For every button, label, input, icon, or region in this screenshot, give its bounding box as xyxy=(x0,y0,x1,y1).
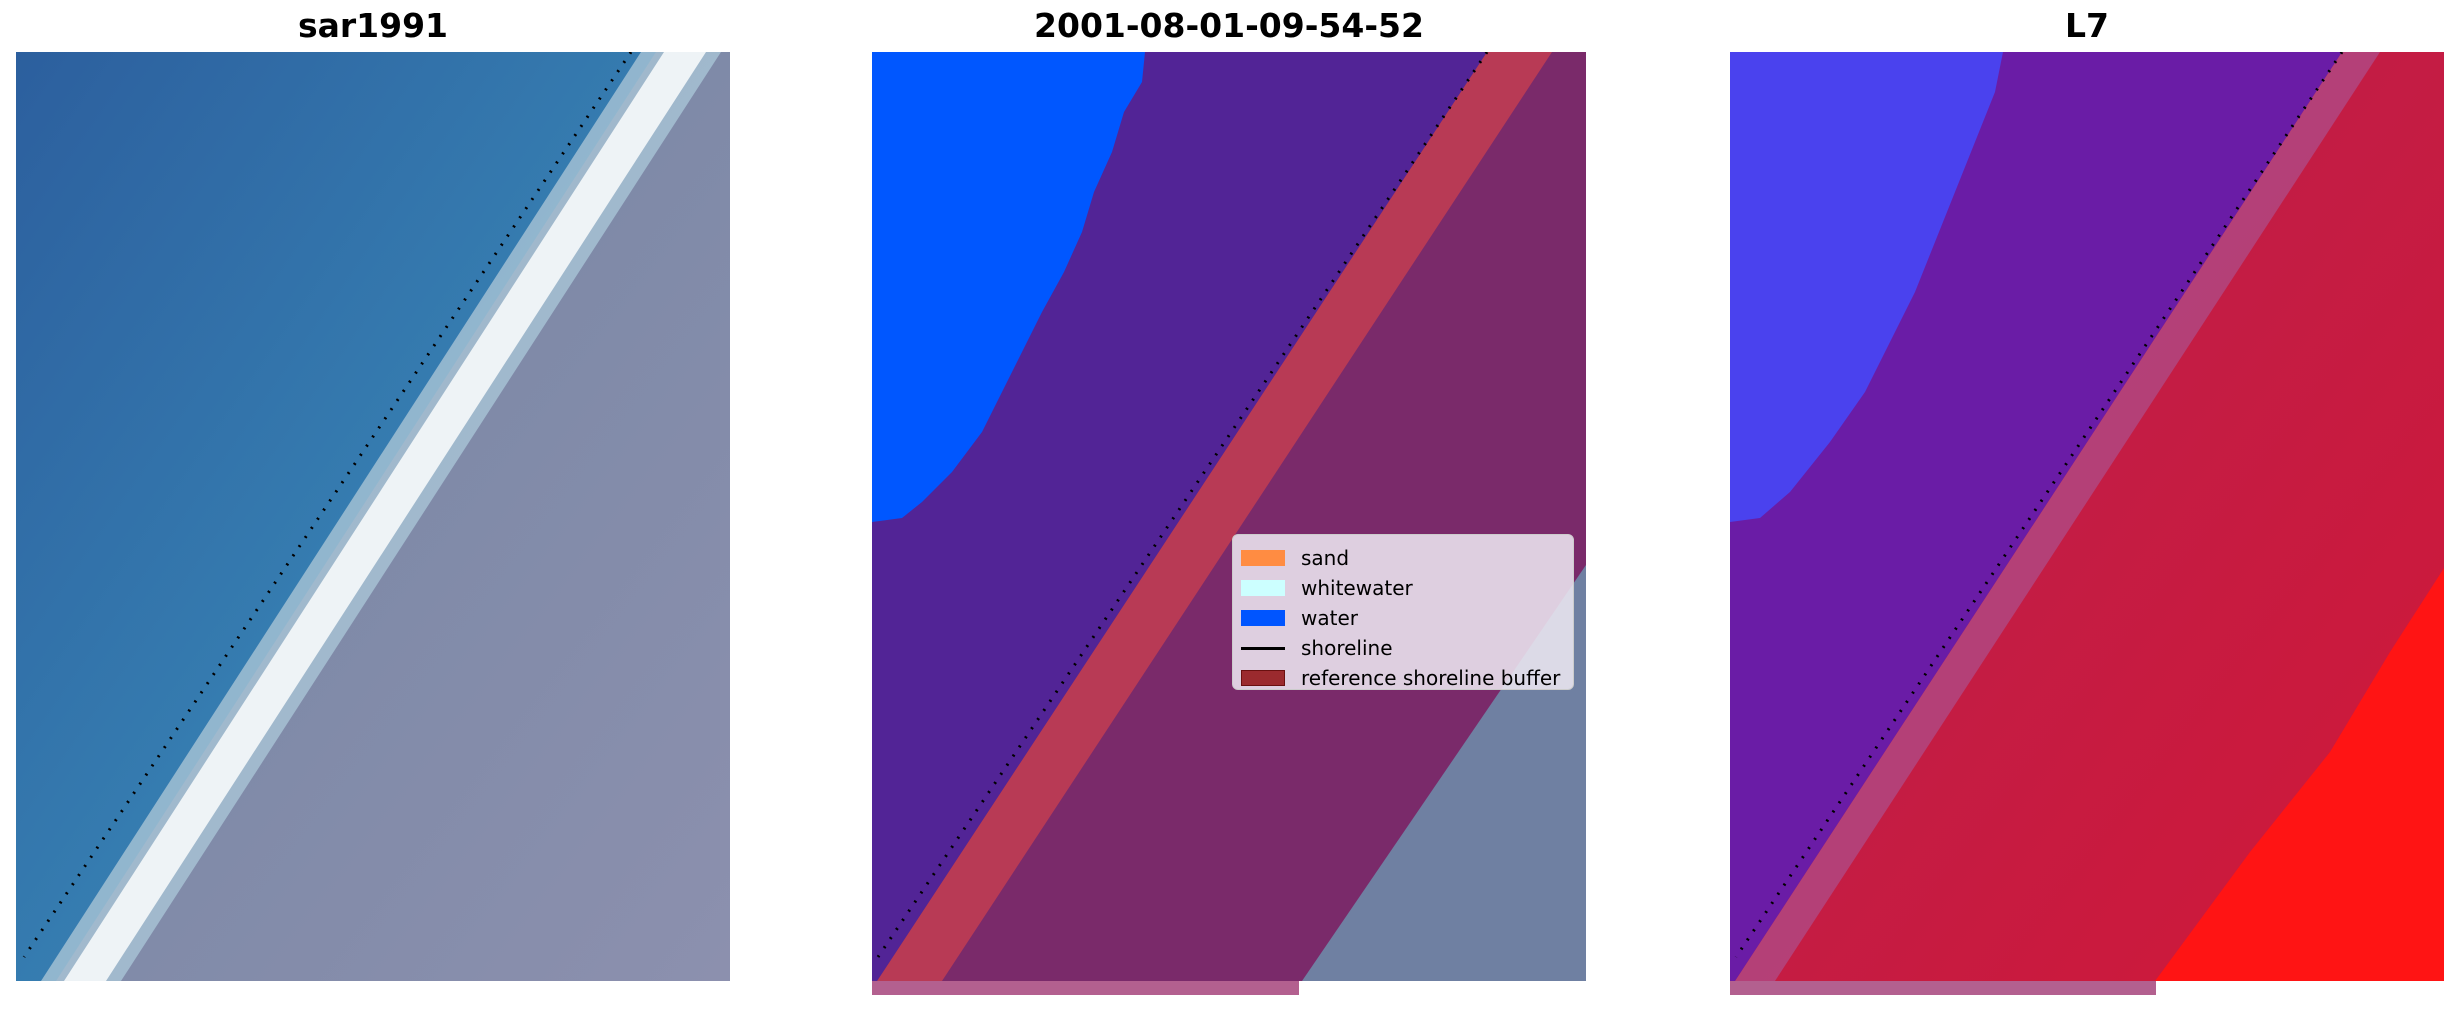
panel-3-title: L7 xyxy=(2065,6,2109,45)
water-index-area xyxy=(1730,52,2003,522)
transition-band xyxy=(1735,52,2380,981)
legend-item-buffer: reference shoreline buffer xyxy=(1241,663,1573,693)
shoreline-swatch xyxy=(1241,646,1285,650)
index-image-panel xyxy=(1730,52,2444,981)
legend-label: reference shoreline buffer xyxy=(1301,666,1561,690)
legend-item-water: water xyxy=(1241,603,1573,633)
high-index-area xyxy=(2155,568,2444,981)
panel-3-bottom-strip xyxy=(1730,981,2156,995)
legend-item-shoreline: shoreline xyxy=(1241,633,1573,663)
water-class-area xyxy=(872,52,1145,522)
panel-2-title: 2001-08-01-09-54-52 xyxy=(1034,6,1424,45)
sand-swatch xyxy=(1241,550,1285,566)
rgb-image-panel xyxy=(16,52,730,981)
buffer-swatch xyxy=(1241,670,1285,686)
legend: sand whitewater water shoreline referenc… xyxy=(1232,534,1574,690)
water-swatch xyxy=(1241,610,1285,626)
reference-buffer-band xyxy=(877,52,1552,981)
whitewater-swatch xyxy=(1241,580,1285,596)
legend-item-whitewater: whitewater xyxy=(1241,573,1573,603)
panel-1-title: sar1991 xyxy=(297,6,449,45)
legend-label: water xyxy=(1301,606,1358,630)
legend-label: whitewater xyxy=(1301,576,1413,600)
legend-label: shoreline xyxy=(1301,636,1393,660)
classified-image-panel xyxy=(872,52,1586,981)
panel-2-bottom-strip xyxy=(872,981,1299,995)
whitewater-band xyxy=(64,52,706,981)
legend-label: sand xyxy=(1301,546,1350,570)
legend-item-sand: sand xyxy=(1241,543,1573,573)
